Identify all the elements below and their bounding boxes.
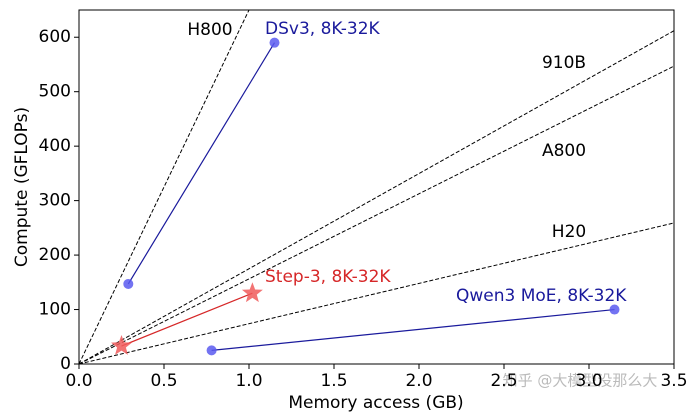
x-tick-label: 3.0: [575, 371, 602, 391]
y-tick-label: 500: [39, 82, 71, 102]
x-tick-label: 1.0: [235, 371, 262, 391]
reference-label: 910B: [542, 53, 586, 73]
x-tick-label: 3.5: [660, 371, 687, 391]
reference-label: H20: [552, 222, 586, 242]
plot-area: [79, 10, 674, 364]
x-tick-label: 0.0: [65, 371, 92, 391]
y-tick-label: 0: [60, 354, 71, 374]
x-tick-label: 1.5: [320, 371, 347, 391]
point-marker: [123, 278, 134, 289]
series-label: Qwen3 MoE, 8K-32K: [456, 286, 627, 306]
plot-frame: [78, 9, 675, 365]
y-tick-label: 100: [39, 300, 71, 320]
star-marker: [111, 335, 132, 355]
series-line: [127, 42, 276, 285]
series-line: [211, 308, 615, 351]
series-label: Step-3, 8K-32K: [265, 267, 391, 287]
y-tick-label: 600: [39, 27, 71, 47]
x-tick-label: 0.5: [150, 371, 177, 391]
star-marker: [241, 282, 263, 303]
x-axis-label: Memory access (GB): [288, 393, 463, 413]
point-marker: [206, 345, 217, 356]
y-tick-label: 400: [39, 136, 71, 156]
reference-label: A800: [542, 141, 586, 161]
reference-label: H800: [187, 20, 232, 40]
series-label: DSv3, 8K-32K: [265, 19, 381, 39]
point-marker: [609, 304, 620, 315]
point-marker: [269, 37, 280, 48]
reference-line: [79, 10, 250, 364]
y-tick-label: 300: [39, 191, 71, 211]
x-tick-label: 2.0: [405, 371, 432, 391]
x-tick-label: 2.5: [490, 371, 517, 391]
y-tick-label: 200: [39, 245, 71, 265]
series-line: [121, 292, 253, 347]
watermark: 知乎 @大模型没那么大: [503, 372, 658, 390]
reference-line: [79, 65, 674, 364]
y-axis-label: Compute (GFLOPs): [12, 107, 32, 267]
